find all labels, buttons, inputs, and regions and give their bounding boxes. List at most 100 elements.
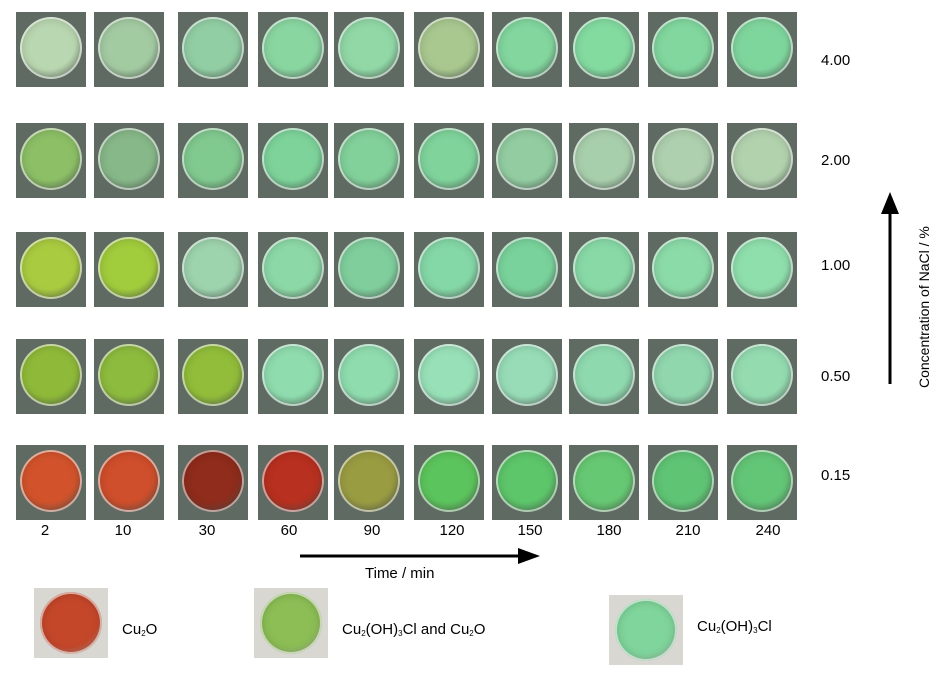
dish — [573, 128, 635, 190]
dish — [20, 344, 82, 406]
petri-dish-photo — [334, 232, 404, 307]
petri-dish-photo — [414, 123, 484, 198]
legend-label-cu2o: Cu2O — [122, 621, 158, 638]
petri-dish-photo — [727, 445, 797, 520]
petri-dish-photo — [334, 12, 404, 87]
dish — [338, 344, 400, 406]
dish-photo — [40, 592, 102, 654]
dish — [262, 344, 324, 406]
petri-dish-photo — [258, 339, 328, 414]
petri-dish-photo — [16, 445, 86, 520]
dish — [418, 450, 480, 512]
petri-dish-photo — [178, 232, 248, 307]
petri-dish-photo — [94, 12, 164, 87]
petri-dish-photo — [334, 445, 404, 520]
dish — [98, 344, 160, 406]
photo-row — [16, 123, 806, 198]
dish — [573, 344, 635, 406]
petri-dish-photo — [648, 123, 718, 198]
dish — [731, 17, 793, 79]
legend-swatch-mixed — [254, 588, 328, 658]
petri-dish-photo — [492, 232, 562, 307]
petri-dish-photo — [414, 339, 484, 414]
time-arrow — [300, 548, 540, 564]
petri-dish-photo — [727, 339, 797, 414]
petri-dish-photo — [258, 12, 328, 87]
photo-row — [16, 232, 806, 307]
dish — [652, 237, 714, 299]
conc-label-1: 1.00 — [821, 257, 851, 274]
petri-dish-photo — [94, 232, 164, 307]
dish — [731, 128, 793, 190]
petri-dish-photo — [94, 445, 164, 520]
dish — [20, 450, 82, 512]
time-axis-label: Time / min — [365, 565, 435, 582]
conc-label-015: 0.15 — [821, 467, 851, 484]
petri-dish-photo — [727, 232, 797, 307]
petri-dish-photo — [492, 445, 562, 520]
petri-dish-photo — [727, 12, 797, 87]
conc-label-2: 2.00 — [821, 152, 851, 169]
time-tick: 240 — [755, 522, 781, 539]
legend-swatch-cu2o — [34, 588, 108, 658]
dish — [338, 450, 400, 512]
petri-dish-photo — [648, 339, 718, 414]
dish — [98, 128, 160, 190]
dish — [98, 450, 160, 512]
time-tick: 10 — [114, 522, 132, 539]
dish — [731, 237, 793, 299]
petri-dish-photo — [178, 339, 248, 414]
dish — [418, 128, 480, 190]
petri-dish-photo — [334, 123, 404, 198]
dish — [652, 128, 714, 190]
petri-dish-photo — [16, 232, 86, 307]
dish — [20, 128, 82, 190]
legend-label-hydroxychloride: Cu2(OH)3Cl — [697, 618, 772, 635]
legend-label-mixed: Cu2(OH)3Cl and Cu2O — [342, 621, 486, 638]
concentration-arrow — [881, 192, 899, 384]
photo-row — [16, 12, 806, 87]
dish — [98, 17, 160, 79]
petri-dish-photo — [492, 12, 562, 87]
dish — [652, 450, 714, 512]
dish — [182, 344, 244, 406]
dish — [418, 17, 480, 79]
petri-dish-photo — [648, 232, 718, 307]
dish — [496, 450, 558, 512]
petri-dish-photo — [258, 232, 328, 307]
time-tick: 60 — [280, 522, 298, 539]
petri-dish-photo — [569, 232, 639, 307]
petri-dish-photo — [94, 339, 164, 414]
dish — [496, 344, 558, 406]
dish — [98, 237, 160, 299]
petri-dish-photo — [727, 123, 797, 198]
petri-dish-photo — [414, 232, 484, 307]
dish — [262, 237, 324, 299]
dish — [652, 344, 714, 406]
petri-dish-photo — [16, 123, 86, 198]
dish — [418, 237, 480, 299]
petri-dish-photo — [492, 339, 562, 414]
petri-dish-photo — [569, 445, 639, 520]
dish — [338, 17, 400, 79]
dish — [573, 450, 635, 512]
dish — [573, 237, 635, 299]
dish — [262, 450, 324, 512]
time-tick: 90 — [363, 522, 381, 539]
dish — [338, 237, 400, 299]
dish — [496, 17, 558, 79]
dish — [262, 17, 324, 79]
dish — [182, 17, 244, 79]
dish-photo — [615, 599, 677, 661]
time-tick: 30 — [198, 522, 216, 539]
dish — [652, 17, 714, 79]
petri-dish-photo — [648, 12, 718, 87]
dish — [182, 237, 244, 299]
petri-dish-photo — [334, 339, 404, 414]
petri-dish-photo — [178, 12, 248, 87]
petri-dish-photo — [569, 12, 639, 87]
photo-row — [16, 339, 806, 414]
dish-photo — [260, 592, 322, 654]
dish — [496, 237, 558, 299]
dish — [20, 237, 82, 299]
